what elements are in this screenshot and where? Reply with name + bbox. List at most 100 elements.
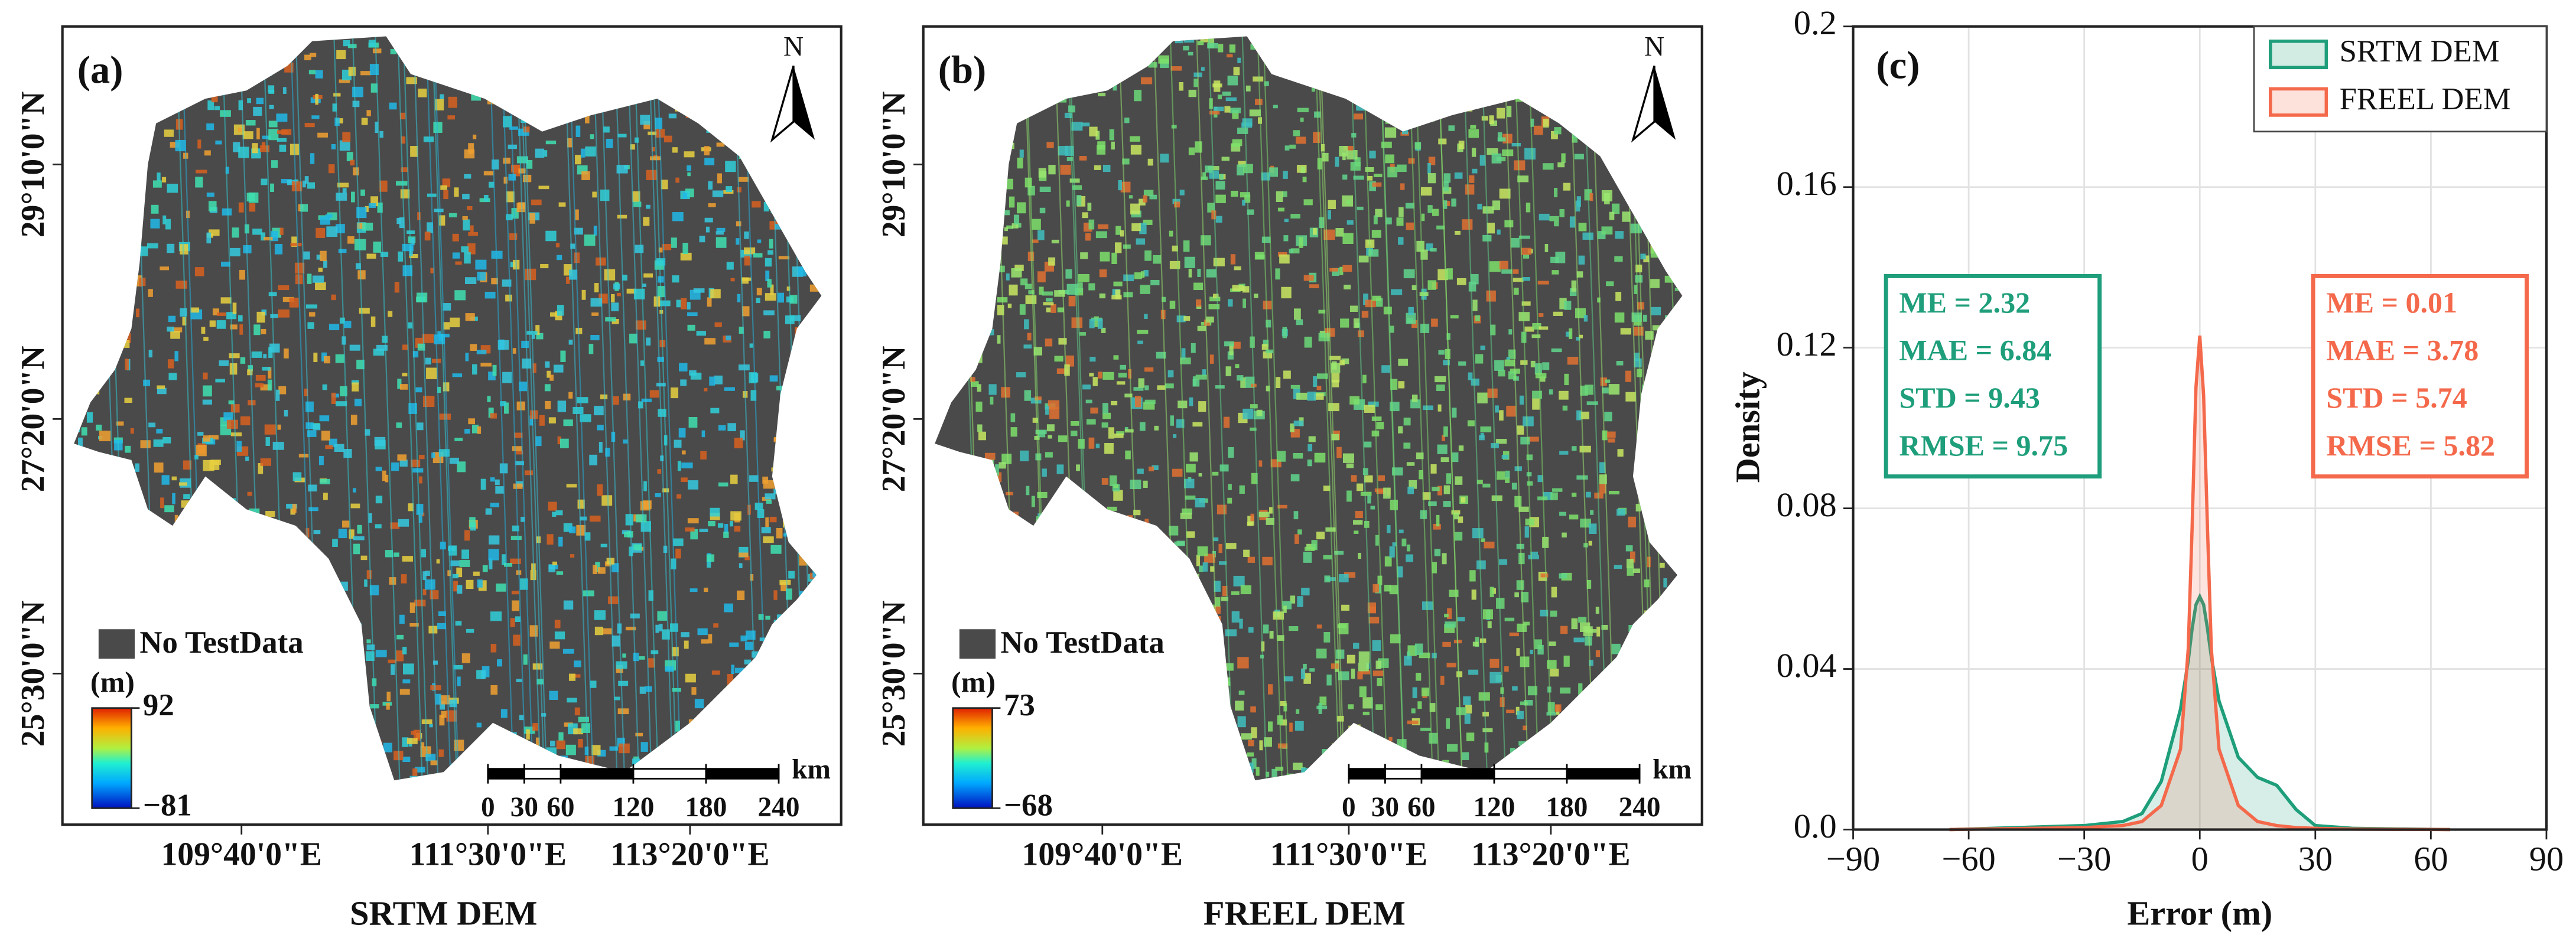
speckle [1447,608,1452,619]
speckle [1438,138,1447,145]
speckle [396,422,402,428]
speckle [555,243,560,247]
speckle [1375,535,1379,546]
speckle [421,719,432,725]
y-tick-label: 0.2 [1794,4,1837,42]
speckle [690,372,702,380]
speckle [160,266,169,271]
track-streak [352,36,378,781]
speckle [178,482,187,486]
speckle [616,664,623,673]
speckle [430,760,438,765]
speckle [377,202,383,213]
speckle [353,488,356,493]
speckle [209,229,220,236]
speckle [1072,185,1082,190]
speckle [1037,491,1048,499]
speckle [592,191,597,198]
speckle [1499,559,1508,565]
speckle [230,404,240,413]
speckle [975,401,983,412]
speckle [310,153,315,164]
speckle [590,298,602,307]
speckle [1357,330,1365,337]
speckle [568,673,576,681]
speckle [215,140,222,145]
speckle [552,512,557,517]
speckle [308,484,317,492]
speckle [1595,650,1600,657]
speckle [282,87,287,94]
speckle [1523,725,1527,731]
speckle [1476,480,1483,484]
speckle [418,89,427,97]
speckle [1406,222,1414,230]
speckle [366,570,372,579]
speckle [426,367,437,379]
speckle [1403,269,1415,279]
speckle [164,505,174,513]
speckle [275,389,280,401]
speckle [1209,354,1214,364]
speckle [396,634,404,640]
colorbar-tick-label: 73 [1004,688,1035,722]
speckle [350,159,355,166]
speckle [261,232,266,241]
speckle [379,131,383,138]
speckle [1432,562,1437,574]
speckle [1368,249,1379,257]
speckle [1515,706,1520,715]
speckle [310,53,317,57]
speckle [406,77,417,84]
speckle [1578,255,1585,265]
north-arrow-right [793,66,815,140]
speckle [1599,484,1606,494]
speckle [727,674,734,685]
speckle [1370,506,1375,510]
speckle [545,140,557,145]
speckle [1115,226,1121,235]
speckle [1450,315,1459,319]
speckle [1100,252,1110,262]
speckle [332,539,338,547]
speckle [401,136,406,144]
speckle [489,558,493,569]
speckle [487,396,491,402]
speckle [1250,427,1257,431]
speckle [1195,299,1202,307]
speckle [788,571,795,579]
speckle [568,340,573,345]
speckle [1406,544,1411,552]
speckle [556,740,565,750]
speckle [1254,252,1264,260]
speckle [325,214,333,218]
speckle [1489,587,1494,598]
speckle [402,373,408,377]
speckle [1269,507,1273,514]
speckle [1442,641,1451,647]
speckle [633,201,642,207]
speckle [222,208,232,216]
speckle [558,536,563,547]
speckle [1407,651,1410,660]
speckle [1596,626,1601,637]
speckle [1569,514,1579,520]
speckle [1583,315,1588,322]
speckle [1501,454,1509,459]
speckle [1445,201,1450,206]
speckle [1007,304,1012,308]
speckle [1130,480,1141,490]
speckle [578,716,589,722]
speckle [1585,636,1592,646]
speckle [1521,247,1531,255]
speckle [1202,369,1206,376]
speckle [1559,573,1567,579]
speckle [183,494,190,499]
speckle [1227,351,1234,360]
y-tick-label: 0.0 [1794,807,1837,845]
speckle [463,219,470,231]
speckle [591,312,599,316]
speckle [1455,230,1461,235]
speckle [1357,671,1363,680]
speckle [452,233,459,242]
